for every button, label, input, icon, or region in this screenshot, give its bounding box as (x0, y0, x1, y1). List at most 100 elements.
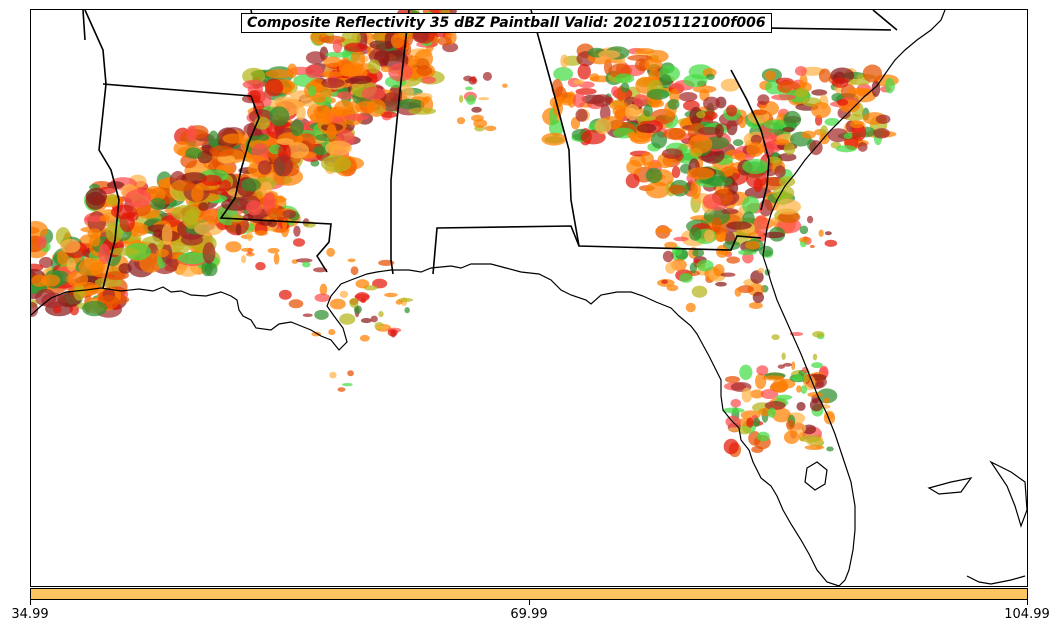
reflectivity-blob (750, 270, 764, 284)
reflectivity-blob (720, 272, 736, 277)
reflectivity-blob (325, 51, 352, 58)
reflectivity-blob (421, 76, 437, 84)
reflectivity-blob (267, 207, 284, 220)
reflectivity-blob (459, 94, 464, 103)
reflectivity-blob (807, 391, 823, 398)
reflectivity-blob (824, 118, 840, 126)
reflectivity-blob (777, 153, 797, 162)
reflectivity-blob (726, 221, 752, 230)
reflectivity-blob (705, 73, 715, 81)
reflectivity-blob (750, 109, 768, 116)
reflectivity-blob (560, 54, 569, 68)
reflectivity-blob (258, 134, 270, 141)
reflectivity-blob (824, 231, 832, 236)
reflectivity-blob (349, 297, 359, 308)
reflectivity-blob (347, 370, 354, 377)
reflectivity-blob (414, 49, 434, 69)
reflectivity-blob (824, 239, 838, 247)
reflectivity-blob (37, 236, 47, 249)
reflectivity-blob (124, 189, 152, 208)
reflectivity-blob (56, 250, 69, 266)
reflectivity-blob (66, 257, 76, 272)
reflectivity-blob (330, 106, 344, 117)
reflectivity-blob (310, 78, 324, 87)
reflectivity-blob (66, 271, 89, 287)
reflectivity-blob (636, 115, 656, 122)
reflectivity-blob (149, 197, 166, 211)
reflectivity-blob (336, 91, 355, 100)
reflectivity-blob (795, 87, 809, 98)
reflectivity-blob (78, 258, 105, 276)
reflectivity-blob (31, 221, 49, 240)
reflectivity-blob (746, 142, 764, 157)
reflectivity-blob (290, 119, 304, 137)
reflectivity-blob (760, 389, 779, 400)
reflectivity-blob (629, 131, 652, 145)
reflectivity-blob (806, 215, 814, 224)
reflectivity-blob (815, 380, 824, 388)
reflectivity-blob (201, 260, 213, 277)
reflectivity-blob (719, 231, 727, 240)
lake-okeechobee (804, 461, 828, 491)
reflectivity-blob (715, 244, 729, 258)
reflectivity-blob (650, 131, 668, 149)
reflectivity-blob (85, 191, 106, 210)
reflectivity-blob (367, 59, 381, 74)
reflectivity-blob (742, 195, 760, 215)
reflectivity-blob (380, 92, 403, 112)
reflectivity-blob (301, 261, 311, 268)
reflectivity-blob (772, 185, 795, 201)
reflectivity-blob (726, 104, 738, 117)
reflectivity-blob (390, 33, 405, 49)
colorbar-tick-label: 104.99 (1004, 607, 1050, 622)
reflectivity-blob (685, 302, 696, 313)
map-canvas (31, 10, 1027, 586)
reflectivity-blob (378, 310, 384, 318)
reflectivity-blob (673, 236, 689, 242)
reflectivity-blob (633, 94, 649, 107)
reflectivity-blob (332, 39, 343, 53)
reflectivity-blob (326, 124, 337, 140)
reflectivity-blob (692, 85, 717, 94)
reflectivity-blob (305, 64, 324, 79)
reflectivity-blob (846, 87, 872, 95)
reflectivity-blob (706, 176, 733, 187)
reflectivity-blob (282, 87, 292, 96)
reflectivity-blob (679, 272, 693, 283)
reflectivity-blob (758, 245, 774, 257)
reflectivity-blob (720, 78, 740, 92)
reflectivity-blob (796, 401, 806, 411)
reflectivity-blob (339, 313, 356, 325)
reflectivity-blob (337, 387, 346, 392)
reflectivity-blob (782, 126, 795, 133)
reflectivity-blob (225, 241, 242, 253)
reflectivity-blob (99, 214, 111, 222)
reflectivity-blob (553, 66, 574, 81)
reflectivity-blob (502, 83, 508, 88)
reflectivity-blob (541, 132, 567, 146)
reflectivity-blob (801, 130, 816, 139)
reflectivity-blob (39, 256, 53, 269)
reflectivity-blob (302, 313, 313, 318)
reflectivity-blob (319, 71, 345, 78)
reflectivity-blob (395, 299, 403, 305)
reflectivity-blob (185, 147, 202, 159)
reflectivity-blob (471, 76, 477, 83)
reflectivity-blob (374, 325, 390, 330)
bahamas-outline (927, 477, 973, 495)
reflectivity-blob (774, 138, 790, 146)
reflectivity-blob (372, 278, 388, 289)
reflectivity-blob (282, 209, 296, 219)
reflectivity-blob (862, 64, 883, 83)
reflectivity-blob (763, 119, 788, 130)
reflectivity-blob (558, 91, 576, 106)
reflectivity-blob (799, 225, 809, 235)
reflectivity-blob (328, 329, 336, 336)
reflectivity-blob (361, 87, 386, 101)
reflectivity-blob (730, 398, 742, 408)
reflectivity-blob (835, 145, 857, 153)
coastline (31, 10, 946, 586)
reflectivity-blob (799, 435, 822, 443)
reflectivity-blob (208, 130, 219, 147)
reflectivity-blob (625, 104, 641, 121)
